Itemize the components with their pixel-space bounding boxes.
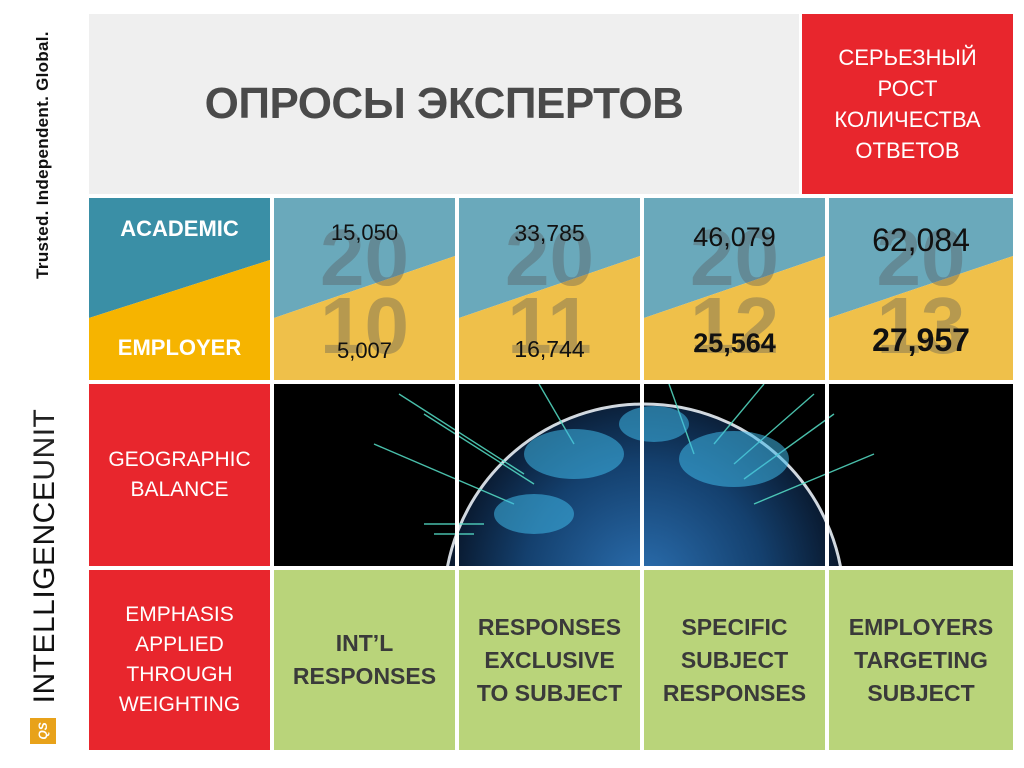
- employer-count: 27,957: [872, 322, 970, 358]
- globe-graphic: [373, 384, 875, 566]
- globe-image: [274, 384, 1013, 566]
- employer-label: EMPLOYER: [117, 335, 242, 360]
- brand-wordmark: INTELLIGENCEUNIT: [28, 409, 62, 704]
- year-bottom: 13: [876, 281, 966, 370]
- emphasis-cell-2013: EMPLOYERS TARGETING SUBJECT: [829, 570, 1013, 750]
- qs-logo-text: QS: [36, 722, 50, 740]
- tagline: Trusted. Independent. Global.: [28, 10, 58, 300]
- year-top: 20: [690, 213, 779, 302]
- page-title: ОПРОСЫ ЭКСПЕРТОВ: [204, 79, 684, 128]
- split-background: [89, 198, 270, 380]
- academic-count: 62,084: [872, 222, 970, 258]
- brand-logo: INTELLIGENCEUNIT QS: [24, 388, 66, 748]
- year-top: 20: [320, 213, 409, 302]
- year-cell-2013: 20 13 62,084 27,957: [829, 198, 1013, 380]
- emphasis-label: EMPHASIS APPLIED THROUGH WEIGHTING: [89, 570, 270, 750]
- employer-count: 5,007: [336, 338, 393, 363]
- academic-count: 33,785: [514, 220, 585, 246]
- tagline-text: Trusted. Independent. Global.: [33, 31, 52, 279]
- emphasis-cell-2011: RESPONSES EXCLUSIVE TO SUBJECT: [459, 570, 640, 750]
- year-bottom: 11: [507, 281, 592, 370]
- academic-count: 15,050: [330, 220, 399, 245]
- header-panel: ОПРОСЫ ЭКСПЕРТОВ: [89, 14, 799, 194]
- geographic-balance-label: GEOGRAPHIC BALANCE: [89, 384, 270, 566]
- year-cell-2011: 20 11 33,785 16,744: [459, 198, 640, 380]
- callout-box: СЕРЬЕЗНЫЙ РОСТ КОЛИЧЕСТВА ОТВЕТОВ: [802, 14, 1013, 194]
- emphasis-cell-2012: SPECIFIC SUBJECT RESPONSES: [644, 570, 825, 750]
- year-cell-2010: 20 10 15,050 5,007: [274, 198, 455, 380]
- year-top: 20: [876, 213, 966, 302]
- year-bottom: 10: [320, 281, 409, 370]
- employer-count: 16,744: [514, 336, 585, 362]
- year-cell-2012: 20 12 46,079 25,564: [644, 198, 825, 380]
- academic-employer-label: ACADEMIC EMPLOYER: [89, 198, 270, 380]
- qs-logo-icon: QS: [30, 718, 56, 744]
- employer-count: 25,564: [693, 328, 776, 358]
- brand-bold: INTELLIGENCE: [28, 480, 61, 704]
- year-top: 20: [505, 213, 594, 302]
- academic-count: 46,079: [693, 222, 776, 252]
- callout-text: СЕРЬЕЗНЫЙ РОСТ КОЛИЧЕСТВА ОТВЕТОВ: [834, 45, 981, 163]
- brand-light: UNIT: [28, 408, 61, 481]
- year-bottom: 12: [690, 281, 779, 370]
- emphasis-cell-2010: INT’L RESPONSES: [274, 570, 455, 750]
- academic-label: ACADEMIC: [120, 216, 239, 241]
